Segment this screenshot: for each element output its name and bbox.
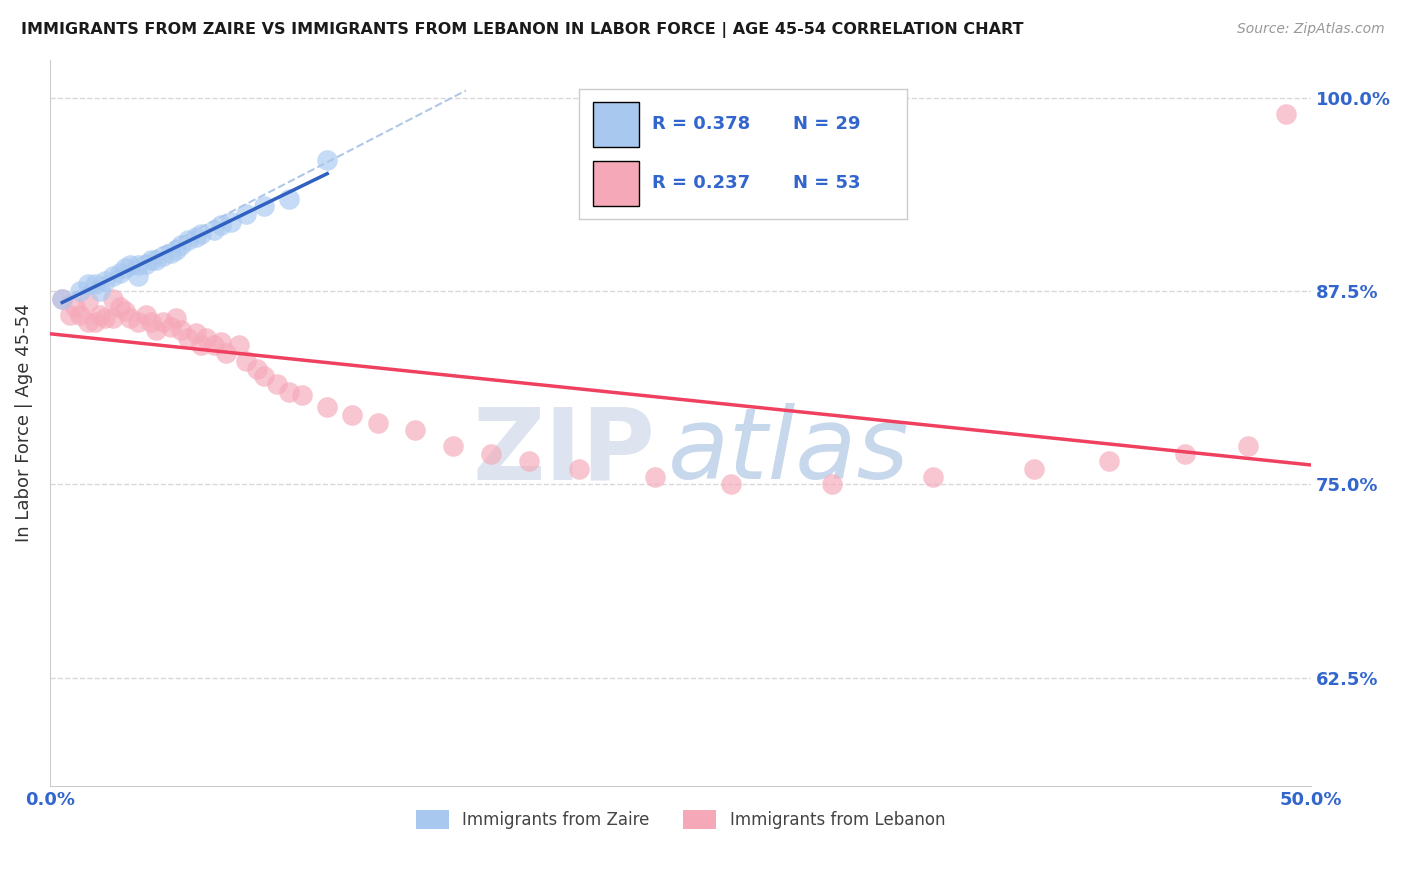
Point [209,335,232,350]
Point [517,454,540,468]
Point [278,384,301,399]
Point [101,268,124,283]
Point [84,315,107,329]
Point [245,361,267,376]
Point [69,308,91,322]
Point [135,308,157,322]
Point [215,346,238,360]
Point [145,253,167,268]
Point [139,315,162,329]
Point [114,304,136,318]
Point [120,258,142,272]
Point [202,222,225,236]
Point [190,227,212,242]
Point [139,253,162,268]
Point [184,326,207,340]
Point [127,315,149,329]
Point [235,354,257,368]
Point [101,310,124,325]
Point [821,477,844,491]
Point [165,310,187,325]
Point [159,245,181,260]
Point [1237,439,1260,453]
Point [221,215,243,229]
Point [110,266,132,280]
Point [1275,106,1298,120]
Point [441,439,464,453]
Point [114,261,136,276]
Point [228,338,250,352]
Point [644,469,666,483]
Point [1174,447,1197,461]
Text: ZIP: ZIP [472,403,655,500]
Point [568,462,591,476]
Point [120,310,142,325]
Point [127,258,149,272]
Point [89,285,111,299]
Text: atlas: atlas [668,403,910,500]
Point [59,308,82,322]
Point [342,408,364,422]
Point [76,315,98,329]
Point [479,447,502,461]
Point [170,323,193,337]
Point [152,315,174,329]
Point [51,292,73,306]
Point [76,277,98,291]
Point [1098,454,1121,468]
Point [110,300,132,314]
Point [135,256,157,270]
Legend: Immigrants from Zaire, Immigrants from Lebanon: Immigrants from Zaire, Immigrants from L… [409,803,952,836]
Point [177,233,200,247]
Point [127,268,149,283]
Point [170,238,193,252]
Point [159,319,181,334]
Point [209,218,232,232]
Point [76,295,98,310]
Point [63,300,86,314]
Point [184,230,207,244]
Point [316,153,339,167]
Point [202,338,225,352]
Point [291,388,314,402]
Y-axis label: In Labor Force | Age 45-54: In Labor Force | Age 45-54 [15,303,32,542]
Point [720,477,742,491]
Point [94,310,117,325]
Point [152,249,174,263]
Point [367,416,389,430]
Point [84,277,107,291]
Point [69,285,91,299]
Text: IMMIGRANTS FROM ZAIRE VS IMMIGRANTS FROM LEBANON IN LABOR FORCE | AGE 45-54 CORR: IMMIGRANTS FROM ZAIRE VS IMMIGRANTS FROM… [21,22,1024,38]
Point [253,369,276,384]
Text: Source: ZipAtlas.com: Source: ZipAtlas.com [1237,22,1385,37]
Point [195,331,218,345]
Point [101,292,124,306]
Point [278,192,301,206]
Point [177,331,200,345]
Point [190,338,212,352]
Point [94,274,117,288]
Point [89,308,111,322]
Point [1022,462,1045,476]
Point [316,401,339,415]
Point [145,323,167,337]
Point [235,207,257,221]
Point [266,377,288,392]
Point [51,292,73,306]
Point [165,243,187,257]
Point [921,469,943,483]
Point [405,424,427,438]
Point [253,199,276,213]
